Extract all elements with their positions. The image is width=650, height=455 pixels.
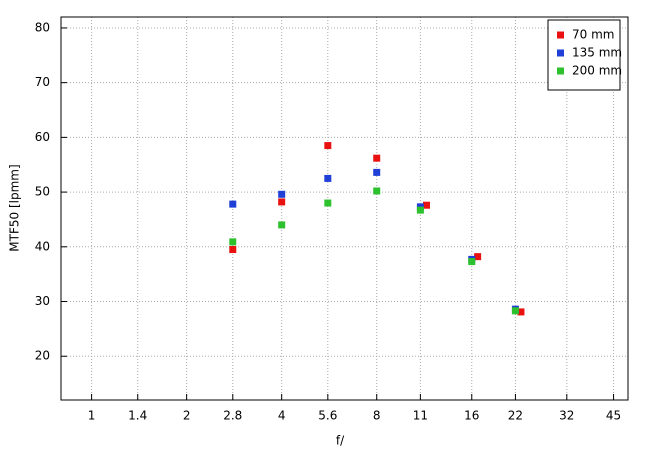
point [278, 221, 286, 229]
y-tick-label: 40 [35, 239, 50, 253]
point [229, 238, 237, 246]
point [229, 246, 237, 254]
legend-swatch [557, 49, 564, 57]
y-axis-label: MTF50 [lpmm] [8, 164, 22, 251]
point [324, 174, 332, 182]
point [324, 199, 332, 207]
x-tick-label: 45 [606, 409, 621, 423]
point [278, 198, 286, 206]
legend-label: 200 mm [572, 64, 622, 78]
point [373, 187, 381, 195]
legend-swatch [557, 67, 564, 75]
x-tick-label: 1.4 [128, 409, 147, 423]
x-tick-label: 11 [413, 409, 428, 423]
x-axis-label: f/ [336, 434, 345, 448]
point [511, 307, 519, 315]
point [416, 206, 424, 214]
legend-swatch [557, 31, 564, 39]
point [468, 258, 476, 266]
point [278, 190, 286, 198]
y-tick-label: 30 [35, 294, 50, 308]
point [324, 142, 332, 150]
y-tick-label: 60 [35, 130, 50, 144]
x-tick-label: 22 [508, 409, 523, 423]
y-tick-label: 20 [35, 349, 50, 363]
point [373, 154, 381, 162]
y-tick-label: 50 [35, 185, 50, 199]
y-tick-label: 80 [35, 20, 50, 34]
point [517, 308, 525, 316]
x-tick-label: 16 [464, 409, 479, 423]
plot-frame [60, 16, 629, 401]
point [373, 168, 381, 176]
legend-label: 70 mm [572, 28, 614, 42]
y-tick-label: 70 [35, 75, 50, 89]
point [229, 200, 237, 208]
x-tick-label: 5.6 [318, 409, 337, 423]
point [474, 253, 482, 261]
x-tick-label: 4 [278, 409, 286, 423]
x-tick-label: 2.8 [223, 409, 242, 423]
point [422, 201, 430, 209]
x-tick-label: 8 [373, 409, 381, 423]
x-tick-label: 32 [559, 409, 574, 423]
x-tick-label: 2 [183, 409, 191, 423]
x-tick-label: 1 [88, 409, 96, 423]
legend-label: 135 mm [572, 46, 622, 60]
